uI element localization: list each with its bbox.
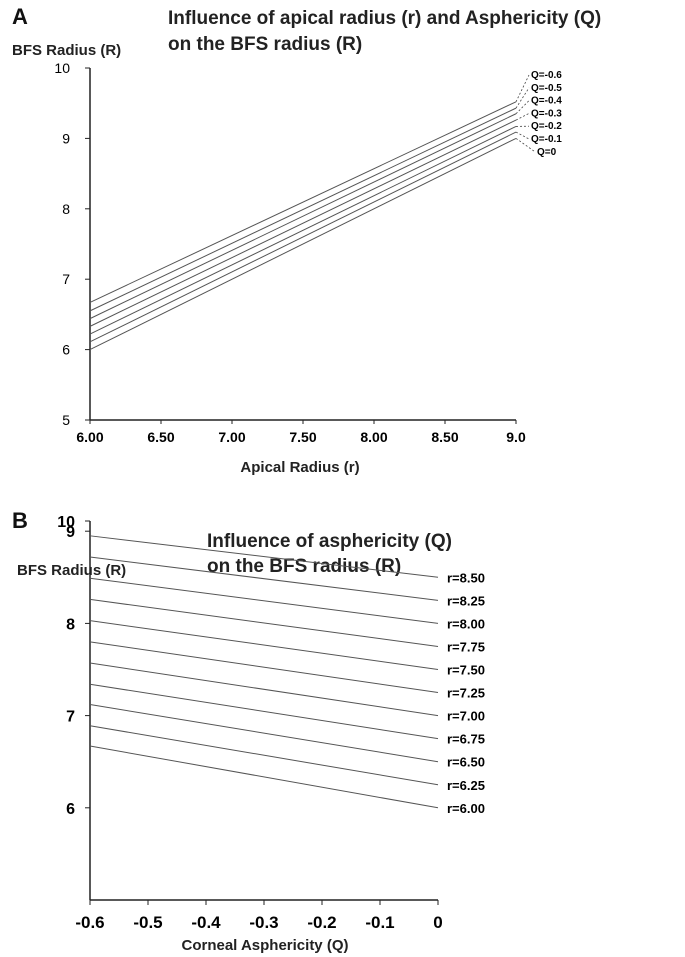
panel-a-y-axis-label: BFS Radius (R) (12, 42, 121, 59)
series-label-leader (515, 100, 530, 115)
series-label: r=7.50 (447, 663, 485, 678)
series-label: r=7.25 (447, 686, 485, 701)
series-label: r=6.75 (447, 732, 485, 747)
series-label: Q=-0.3 (531, 108, 562, 119)
panel-a-x-axis-label: Apical Radius (r) (240, 459, 359, 476)
series-line (89, 745, 439, 809)
series-label: Q=-0.4 (531, 96, 562, 107)
panel-b-x-axis-label: Corneal Asphericity (Q) (182, 937, 349, 954)
series-line (89, 725, 439, 786)
series-line (89, 119, 517, 327)
panel-a-letter: A (12, 4, 28, 29)
x-tick-label: -0.3 (249, 913, 278, 932)
y-tick-label: 5 (62, 412, 70, 428)
series-line (89, 598, 439, 647)
series-label: Q=0 (537, 147, 557, 158)
panel-b-letter: B (12, 508, 28, 533)
series-line (89, 662, 439, 717)
series-label: r=7.75 (447, 639, 485, 654)
x-tick-label: 7.00 (218, 429, 245, 445)
x-tick-label: 9.0 (506, 429, 526, 445)
series-line (89, 125, 517, 335)
series-line (89, 107, 517, 312)
series-label: r=8.00 (447, 616, 485, 631)
x-tick-label: -0.6 (75, 913, 104, 932)
series-line (89, 137, 517, 351)
series-line (89, 683, 439, 740)
y-tick-label: 9 (66, 524, 75, 541)
y-tick-label: 9 (62, 130, 70, 146)
series-label: r=8.50 (447, 570, 485, 585)
panel-b-y-axis-label: BFS Radius (R) (17, 562, 126, 579)
series-line (89, 704, 439, 763)
panel-b-title-line2: on the BFS radius (R) (207, 556, 401, 577)
series-label: Q=-0.6 (531, 70, 562, 81)
panel-b-title-line1: Influence of asphericity (Q) (207, 531, 452, 552)
y-tick-label: 10 (54, 60, 70, 76)
series-label-leader (515, 113, 530, 121)
y-tick-label: 6 (66, 801, 75, 818)
x-tick-label: -0.4 (191, 913, 221, 932)
y-tick-label: 10 (57, 514, 75, 531)
series-line (89, 620, 439, 670)
series-label: r=6.00 (447, 801, 485, 816)
panel-a-plot: 5 6 7 8 9 10 6.00 6.50 7.00 7.50 8.00 8.50 9.0 Q=-0.6… (54, 60, 562, 445)
y-tick-label: 7 (62, 271, 70, 287)
series-label: Q=-0.1 (531, 134, 562, 145)
y-tick-label: 6 (62, 342, 70, 358)
y-tick-label: 8 (62, 201, 70, 217)
x-tick-label: 7.50 (289, 429, 316, 445)
x-tick-label: -0.2 (307, 913, 336, 932)
series-line (89, 131, 517, 343)
series-label-leader (515, 131, 530, 140)
series-label-leader (515, 74, 530, 102)
panel-b-plot: 6 7 8 910 -0.6 -0.5 -0.4 -0.3 -0.2 -0.1 0 r=8.50 r=8… (57, 514, 485, 932)
series-label: r=6.50 (447, 755, 485, 770)
series-label: r=6.25 (447, 778, 485, 793)
series-label: r=8.25 (447, 593, 485, 608)
series-label: Q=-0.2 (531, 121, 562, 132)
series-label: r=7.00 (447, 709, 485, 724)
series-line (89, 535, 439, 578)
x-tick-label: -0.1 (365, 913, 394, 932)
series-line (89, 641, 439, 694)
panel-a-title-line1: Influence of apical radius (r) and Asphe… (168, 8, 601, 29)
panel-a-title-line2: on the BFS radius (R) (168, 34, 362, 55)
x-tick-label: -0.5 (133, 913, 162, 932)
y-tick-label: 7 (66, 709, 75, 726)
y-tick-label: 8 (66, 616, 75, 633)
series-label-leader (515, 87, 530, 109)
x-tick-label: 8.50 (431, 429, 458, 445)
series-line (89, 577, 439, 624)
series-line (89, 101, 517, 303)
x-tick-label: 0 (433, 913, 442, 932)
x-tick-label: 6.00 (76, 429, 103, 445)
x-tick-label: 8.00 (360, 429, 387, 445)
series-line (89, 556, 439, 601)
series-line (89, 113, 517, 320)
x-tick-label: 6.50 (147, 429, 174, 445)
series-label: Q=-0.5 (531, 83, 562, 94)
